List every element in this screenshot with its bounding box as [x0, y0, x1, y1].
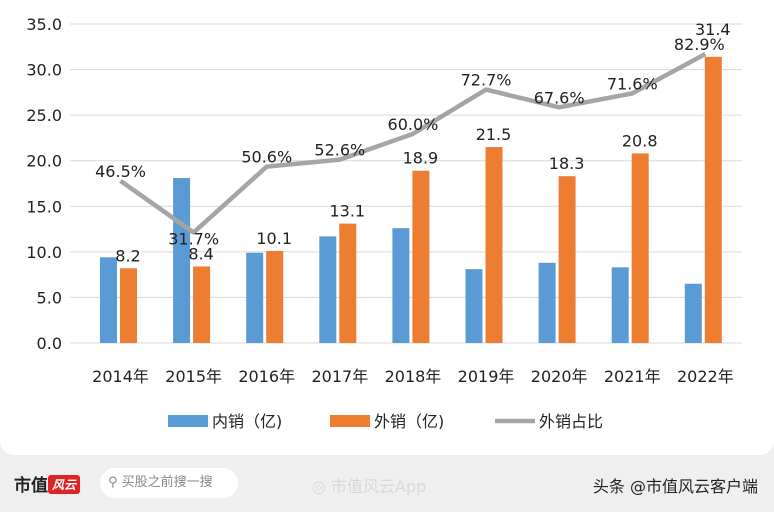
chart: 0.0 5.0 10.0 15.0 20.0 25.0 30.0 35.0 2014年 2015年…: [26, 15, 742, 431]
search-placeholder: 买股之前搜一搜: [121, 475, 213, 490]
bar-export-label: 31.4: [695, 20, 731, 39]
weibo-icon: ◎: [312, 477, 332, 496]
x-tick-label: 2017年: [311, 367, 368, 386]
footer: 市值 风云 ⚲ 买股之前搜一搜 ◎ 市值风云App 头条 @市值风云客户端: [0, 455, 774, 512]
line-label: 50.6%: [241, 148, 292, 167]
bar-domestic: [611, 267, 629, 343]
line-label: 72.7%: [461, 71, 512, 90]
line-label: 31.7%: [168, 229, 219, 248]
legend-label: 外销占比: [539, 412, 603, 431]
x-tick-label: 2021年: [604, 367, 661, 386]
bar-export-label: 8.4: [188, 244, 213, 263]
logo-text: 市值: [14, 476, 48, 496]
bar-domestic: [100, 257, 117, 343]
legend-bar-swatch: [168, 415, 208, 427]
y-tick-label: 35.0: [26, 15, 62, 34]
legend-label: 外销（亿): [374, 412, 444, 431]
chart-card: 0.0 5.0 10.0 15.0 20.0 25.0 30.0 35.0 2014年 2015年…: [0, 0, 774, 455]
y-tick-label: 0.0: [37, 334, 62, 353]
bar-domestic: [392, 228, 410, 343]
bar-export: [412, 170, 430, 343]
line-label: 82.9%: [674, 35, 725, 54]
bar-export: [266, 250, 284, 343]
y-tick-label: 10.0: [26, 243, 62, 262]
bar-export-label: 18.9: [403, 149, 439, 168]
y-tick-label: 15.0: [26, 197, 62, 216]
bar-domestic: [246, 252, 264, 343]
line-label: 67.6%: [534, 88, 585, 107]
toutiao-watermark: 头条 @市值风云客户端: [592, 477, 758, 496]
bar-export: [193, 266, 211, 343]
bar-export-label: 8.2: [115, 246, 140, 265]
x-tick-label: 2020年: [531, 367, 588, 386]
y-tick-label: 30.0: [26, 61, 62, 80]
weibo-watermark: ◎ 市值风云App: [312, 473, 426, 497]
y-tick-label: 5.0: [37, 288, 62, 307]
line-label: 46.5%: [95, 162, 146, 181]
bar-domestic: [465, 269, 483, 343]
bar-export-label: 13.1: [329, 202, 365, 221]
weibo-text: 市值风云App: [331, 477, 427, 496]
line-export-share: [119, 52, 707, 235]
line-label: 52.6%: [314, 141, 365, 160]
bar-export: [558, 176, 576, 343]
line-label: 71.6%: [607, 74, 658, 93]
y-tick-label: 25.0: [26, 106, 62, 125]
bar-export: [485, 147, 503, 343]
bar-export: [704, 56, 722, 343]
x-tick-label: 2019年: [458, 367, 515, 386]
legend-bar-swatch: [330, 415, 370, 427]
bar-domestic: [538, 262, 556, 343]
x-tick-label: 2014年: [92, 367, 149, 386]
bar-export-label: 10.1: [256, 229, 292, 248]
bar-export-label: 18.3: [549, 154, 585, 173]
bar-export: [339, 223, 357, 343]
search-icon: ⚲: [108, 475, 122, 490]
x-tick-label: 2015年: [165, 367, 222, 386]
bar-export-label: 21.5: [476, 125, 512, 144]
bar-export: [120, 268, 137, 343]
bar-domestic: [319, 236, 337, 343]
legend-label: 内销（亿): [212, 412, 282, 431]
x-tick-label: 2022年: [677, 367, 734, 386]
bar-export-label: 20.8: [622, 131, 658, 150]
logo-mark: 风云: [48, 475, 81, 494]
search-input[interactable]: ⚲ 买股之前搜一搜: [100, 468, 238, 498]
x-tick-label: 2016年: [238, 367, 295, 386]
line-label: 60.0%: [388, 115, 439, 134]
x-tick-label: 2018年: [385, 367, 442, 386]
bar-export: [631, 153, 649, 343]
y-tick-label: 20.0: [26, 152, 62, 171]
logo[interactable]: 市值 风云: [14, 471, 81, 496]
bar-domestic: [684, 283, 702, 343]
